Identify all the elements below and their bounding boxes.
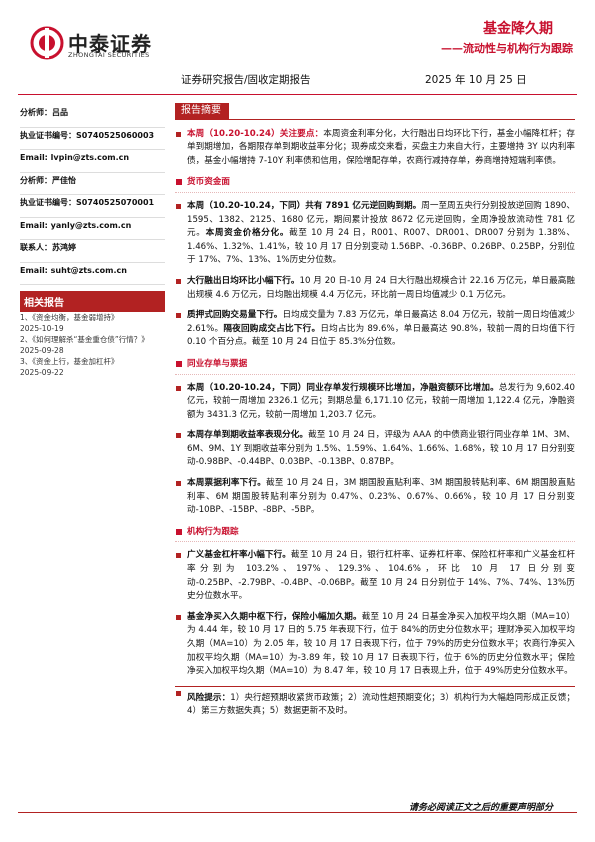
intro-lead: 本周（10.20-10.24）关注要点： — [187, 128, 324, 139]
logo-subtext: ZHONGTAI SECURITIES — [68, 51, 150, 59]
footer-line — [18, 812, 577, 813]
text: 10 月 20 日-10 月 24 日大行融出规模合计 22.16 万亿元，单日… — [187, 275, 575, 300]
paragraph: 广义基金杠杆率小幅下行。截至 10 月 24 日，银行杠杆率、证券杠杆率、保险杠… — [175, 549, 575, 603]
bold-text: 本周票据利率下行。 — [187, 478, 267, 489]
intro-text: 本周资金利率分化，大行融出日均环比下行，基金小幅降杠杆；存单到期增加，各期限存单… — [187, 128, 575, 166]
report-type: 证券研究报告/固收定期报告 — [181, 74, 311, 86]
related-title: 相关报告 — [20, 291, 165, 312]
section-heading: 机构行为跟踪 — [175, 525, 575, 543]
summary-title: 报告摘要 — [175, 103, 229, 119]
paragraph: 本周存单到期收益率表现分化。截至 10 月 24 日，评级为 AAA 的中债商业… — [175, 429, 575, 470]
text: 截至 10 月 24 日，评级为 AAA 的中债商业银行同业存单 1M、3M、6… — [187, 430, 575, 468]
summary: 报告摘要 本周（10.20-10.24）关注要点：本周资金利率分化，大行融出日均… — [175, 103, 575, 726]
text: 周一至周五央行分别投放逆回购 1890、1595、1382、2125、1680 … — [187, 200, 575, 239]
text: 截至 10 月 24 日，银行杠杆率、证券杠杆率、保险杠杆率和广义基金杠杆率分别… — [187, 550, 575, 602]
text: 日均成交量为 7.83 万亿元，单日最高达 8.04 万亿元，较前一周日均值减少… — [187, 310, 575, 334]
bold-text: 本周资金价格分化。 — [205, 228, 290, 239]
related-title: 2、《如何理解杀“基金重仓债”行情？》 — [20, 335, 149, 344]
bold-text: 基金净买入久期中枢下行，保险小幅加久期。 — [187, 611, 362, 622]
analyst-line: 联系人：苏鸿婷 — [20, 242, 165, 263]
logo-icon — [30, 26, 64, 60]
related-date: 2025-10-19 — [20, 324, 64, 333]
related-title: 1、《资金均衡，基金弱增持》 — [20, 313, 119, 322]
section-heading: 同业存单与票据 — [175, 357, 575, 375]
analyst-line: Email: lvpin@zts.com.cn — [20, 152, 165, 173]
report-date: 2025 年 10 月 25 日 — [425, 74, 527, 86]
logo-text: 中泰证券 — [68, 32, 152, 56]
bold-text: 本周（10.20-10.24，下同）同业存单发行规模环比增加，净融资额环比增加。 — [187, 382, 499, 393]
analyst-line: 执业证书编号：S0740525070001 — [20, 197, 165, 218]
text: 日均占比为 89.6%，单日最高达 90.8%，较前一周的日均值下行 0.10 … — [187, 323, 575, 348]
paragraph: 本周票据利率下行。截至 10 月 24 日，3M 期国股直贴利率、3M 期国股转… — [175, 477, 575, 518]
report-title: 基金降久期 — [483, 21, 553, 37]
bold-text: 大行融出日均环比小幅下行。 — [187, 275, 300, 286]
risk-text: 1）央行超预期收紧货币政策；2）流动性超预期变化；3）机构行为大幅趋同形成正反馈… — [187, 692, 575, 717]
intro: 本周（10.20-10.24）关注要点：本周资金利率分化，大行融出日均环比下行，… — [175, 128, 575, 169]
paragraph: 质押式回购交易量下行。日均成交量为 7.83 万亿元，单日最高达 8.04 万亿… — [175, 309, 575, 350]
report-subtitle: ——流动性与机构行为跟踪 — [441, 42, 573, 55]
related-date: 2025-09-28 — [20, 346, 64, 355]
risk: 风险提示：1）央行超预期收紧货币政策；2）流动性超预期变化；3）机构行为大幅趋同… — [175, 685, 575, 719]
analyst-line: 执业证书编号：S0740525060003 — [20, 130, 165, 150]
summary-header: 报告摘要 — [175, 103, 575, 120]
paragraph: 本周（10.20-10.24，下同）同业存单发行规模环比增加，净融资额环比增加。… — [175, 382, 575, 423]
related-list: 1、《资金均衡，基金弱增持》 2025-10-19 2、《如何理解杀“基金重仓债”行… — [20, 312, 165, 378]
related-title: 3、《资金上行，基金加杠杆》 — [20, 357, 119, 366]
related-date: 2025-09-22 — [20, 368, 64, 377]
risk-lead: 风险提示： — [187, 692, 231, 703]
bold-text: 本周存单到期收益率表现分化。 — [187, 430, 309, 441]
bold-text: 隔夜回购成交占比下行。 — [223, 323, 321, 334]
analyst-line: 分析师：严佳怡 — [20, 175, 165, 195]
paragraph: 基金净买入久期中枢下行，保险小幅加久期。截至 10 月 24 日基金净买入加权平… — [175, 611, 575, 679]
paragraph: 大行融出日均环比小幅下行。10 月 20 日-10 月 24 日大行融出规模合计… — [175, 275, 575, 302]
analyst-line: Email: suht@zts.com.cn — [20, 265, 165, 285]
paragraph: 本周（10.20-10.24，下同）共有 7891 亿元逆回购到期。周一至周五央… — [175, 200, 575, 268]
text: 总发行为 9,602.40 亿元，较前一周增加 2326.1 亿元；到期总量 6… — [187, 382, 575, 420]
sections: 货币资金面本周（10.20-10.24，下同）共有 7891 亿元逆回购到期。周… — [175, 175, 575, 678]
bold-text: 本周（10.20-10.24，下同）共有 7891 亿元逆回购到期。 — [187, 200, 422, 211]
divider — [18, 94, 577, 95]
bold-text: 广义基金杠杆率小幅下行。 — [187, 550, 291, 561]
footer-note: 请务必阅读正文之后的重要声明部分 — [408, 803, 553, 813]
text: 截至 10 月 24 日，R001、R007、DR001、DR007 分别为 1… — [187, 228, 575, 266]
text: 截至 10 月 24 日，3M 期国股直贴利率、3M 期国股转贴利率、6M 期国… — [187, 478, 575, 516]
section-heading: 货币资金面 — [175, 175, 575, 193]
analyst-line: Email: yanly@zts.com.cn — [20, 220, 165, 240]
sidebar: 分析师：吕品 执业证书编号：S0740525060003 Email: lvpin@… — [20, 107, 165, 378]
analyst-line: 分析师：吕品 — [20, 107, 165, 128]
text: 截至 10 月 24 日基金净买入加权平均久期（MA=10）为 4.44 年，较… — [187, 611, 575, 677]
analyst-list: 分析师：吕品 执业证书编号：S0740525060003 Email: lvpin@… — [20, 107, 165, 285]
bold-text: 质押式回购交易量下行。 — [187, 310, 283, 321]
